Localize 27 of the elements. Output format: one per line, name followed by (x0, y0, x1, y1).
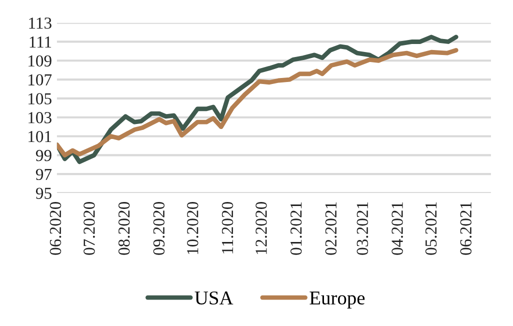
y-tick-label: 101 (28, 130, 52, 142)
y-tick-label: 113 (29, 18, 52, 29)
line-series (56, 48, 458, 158)
y-tick-label: 107 (28, 74, 52, 86)
y-tick-label: 95 (36, 188, 52, 199)
legend-label: Europe (310, 292, 365, 308)
x-tick-label: 12.2020 (256, 202, 267, 254)
line-series (56, 34, 458, 164)
x-tick-label: 06.2020 (50, 202, 62, 255)
x-tick-label: 11.2020 (222, 202, 234, 254)
y-tick-label: 97 (36, 168, 52, 180)
x-tick-label: 03.2021 (356, 202, 368, 255)
x-tick-label: 07.2020 (84, 202, 95, 255)
x-tick-label: 05.2021 (425, 202, 437, 255)
y-tick-label: 109 (28, 55, 52, 67)
x-tick-label: 08.2020 (118, 202, 130, 255)
x-tick-label: 01.2021 (290, 202, 302, 255)
x-tick-label: 06.2021 (460, 202, 472, 255)
x-tick-label: 04.2021 (392, 202, 403, 255)
y-tick-label: 105 (28, 93, 52, 104)
y-tick-label: 111 (30, 36, 52, 48)
y-tick-label: 103 (28, 112, 52, 124)
x-tick-label: 02.2021 (325, 202, 337, 255)
legend-label: USA (194, 291, 234, 305)
x-tick-label: 09.2020 (153, 202, 165, 255)
y-tick-label: 99 (36, 150, 52, 162)
x-tick-label: 10.2020 (187, 202, 198, 254)
